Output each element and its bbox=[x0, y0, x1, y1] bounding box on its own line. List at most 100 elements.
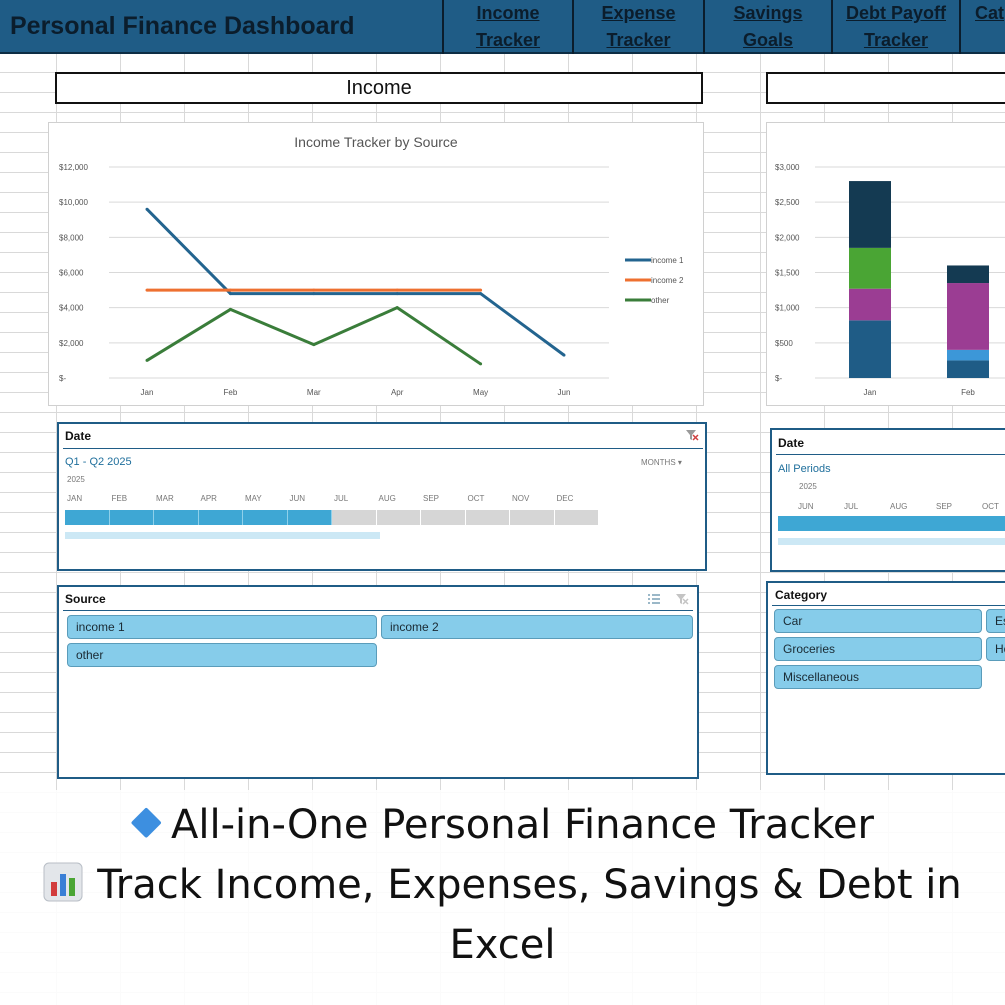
y-tick-label: $2,500 bbox=[775, 198, 800, 207]
time-level-dropdown[interactable]: MONTHS ▾ bbox=[641, 458, 682, 467]
month-segment[interactable] bbox=[287, 510, 332, 525]
x-tick-label: Jun bbox=[558, 388, 571, 397]
nav-expense-tracker[interactable]: Expense Tracker bbox=[572, 0, 703, 54]
timeline-bar[interactable] bbox=[65, 510, 599, 525]
timeline-scrollbar[interactable] bbox=[65, 532, 380, 539]
y-tick-label: $10,000 bbox=[59, 198, 88, 207]
promo-line-2: Track Income, Expenses, Savings & Debt i… bbox=[0, 862, 1005, 908]
slicer-header: Source bbox=[65, 592, 106, 606]
month-label: MAY bbox=[245, 494, 262, 503]
data-point[interactable] bbox=[145, 358, 149, 362]
data-point[interactable] bbox=[479, 292, 483, 296]
month-label: JAN bbox=[67, 494, 83, 503]
month-label: MAR bbox=[156, 494, 174, 503]
data-point[interactable] bbox=[228, 292, 232, 296]
data-point[interactable] bbox=[228, 288, 232, 292]
month-segment[interactable] bbox=[465, 510, 510, 525]
nav-debt-payoff-tracker[interactable]: Debt Payoff Tracker bbox=[831, 0, 959, 54]
promo-line-3: Excel bbox=[449, 922, 556, 968]
source-chip-income-1[interactable]: income 1 bbox=[67, 615, 377, 639]
timeline-scrollbar[interactable] bbox=[778, 538, 1005, 545]
slicer-divider bbox=[63, 448, 703, 449]
nav-savings-goals[interactable]: Savings Goals bbox=[703, 0, 831, 54]
slicer-divider bbox=[772, 605, 1005, 606]
category-chip-groceries[interactable]: Groceries bbox=[774, 637, 982, 661]
data-point[interactable] bbox=[312, 288, 316, 292]
month-label: OCT bbox=[467, 494, 485, 503]
month-label: AUG bbox=[378, 494, 396, 503]
source-chip-income-2[interactable]: income 2 bbox=[381, 615, 693, 639]
data-point[interactable] bbox=[395, 292, 399, 296]
x-tick-label: Feb bbox=[961, 388, 975, 397]
month-segment[interactable] bbox=[421, 510, 466, 525]
year-label: 2025 bbox=[67, 475, 85, 484]
category-chip-es[interactable]: Es bbox=[986, 609, 1005, 633]
x-tick-label: Feb bbox=[224, 388, 238, 397]
data-point[interactable] bbox=[228, 307, 232, 311]
month-segment[interactable] bbox=[109, 510, 154, 525]
month-label: OCT bbox=[982, 502, 999, 511]
month-segment[interactable] bbox=[510, 510, 555, 525]
month-label: APR bbox=[200, 494, 217, 503]
y-tick-label: $2,000 bbox=[775, 233, 800, 242]
bar-segment[interactable] bbox=[947, 360, 989, 378]
bar-segment[interactable] bbox=[947, 265, 989, 284]
y-tick-label: $4,000 bbox=[59, 304, 84, 313]
data-point[interactable] bbox=[312, 343, 316, 347]
expense-date-slicer[interactable]: Date All Periods 2025 JUN JUL AUG SEP OCT bbox=[770, 428, 1005, 572]
bar-segment[interactable] bbox=[849, 288, 891, 321]
month-segment[interactable] bbox=[554, 510, 599, 525]
y-tick-label: $- bbox=[59, 374, 66, 383]
source-slicer[interactable]: Source income 1 income 2 other bbox=[57, 585, 699, 779]
data-point[interactable] bbox=[395, 306, 399, 310]
month-segment[interactable] bbox=[332, 510, 377, 525]
y-tick-label: $8,000 bbox=[59, 233, 84, 242]
y-tick-label: $- bbox=[775, 374, 782, 383]
month-segment[interactable] bbox=[198, 510, 243, 525]
slicer-header: Date bbox=[778, 436, 805, 450]
time-level-label: MONTHS bbox=[641, 458, 676, 467]
category-slicer[interactable]: Category Car Es Groceries Ho Miscellaneo… bbox=[766, 581, 1005, 775]
data-point[interactable] bbox=[312, 292, 316, 296]
bar-segment[interactable] bbox=[849, 320, 891, 378]
month-label: JUL bbox=[844, 502, 859, 511]
data-point[interactable] bbox=[479, 288, 483, 292]
clear-filter-icon[interactable] bbox=[675, 593, 689, 605]
category-chip-ho[interactable]: Ho bbox=[986, 637, 1005, 661]
bar-segment[interactable] bbox=[849, 181, 891, 248]
data-point[interactable] bbox=[395, 288, 399, 292]
multi-select-icon[interactable] bbox=[647, 593, 661, 605]
bar-segment[interactable] bbox=[947, 283, 989, 350]
category-chip-miscellaneous[interactable]: Miscellaneous bbox=[774, 665, 982, 689]
x-tick-label: Jan bbox=[141, 388, 154, 397]
bar-segment[interactable] bbox=[849, 247, 891, 289]
timeline-bar[interactable] bbox=[778, 516, 1005, 531]
category-chip-car[interactable]: Car bbox=[774, 609, 982, 633]
data-point[interactable] bbox=[145, 288, 149, 292]
bar-segment[interactable] bbox=[947, 349, 989, 361]
month-segment[interactable] bbox=[154, 510, 199, 525]
expense-chart-panel[interactable]: $3,000 $2,500 $2,000 $1,500 $1,000 $500 $- Jan F… bbox=[766, 122, 1005, 406]
y-tick-label: $1,000 bbox=[775, 304, 800, 313]
month-segment[interactable] bbox=[65, 510, 110, 525]
chart-title: Income Tracker by Source bbox=[294, 134, 458, 150]
income-chart-panel[interactable]: Income Tracker by Source $12,000 $10,000 $8… bbox=[48, 122, 704, 406]
data-point[interactable] bbox=[562, 353, 566, 357]
x-tick-label: May bbox=[473, 388, 488, 397]
month-label: JUN bbox=[289, 494, 306, 503]
promo-headline: All-in-One Personal Finance Tracker bbox=[171, 802, 874, 848]
nav-categories[interactable]: Cat bbox=[959, 0, 1005, 54]
clear-filter-icon[interactable] bbox=[685, 429, 699, 441]
nav-income-tracker[interactable]: Income Tracker bbox=[442, 0, 572, 54]
month-segment[interactable] bbox=[376, 510, 421, 525]
promo-banner: All-in-One Personal Finance Tracker Trac… bbox=[0, 790, 1005, 1005]
source-chip-other[interactable]: other bbox=[67, 643, 377, 667]
series-line-other[interactable] bbox=[146, 306, 482, 366]
data-point[interactable] bbox=[479, 362, 483, 366]
data-point[interactable] bbox=[145, 207, 149, 211]
month-label: AUG bbox=[890, 502, 908, 511]
month-segment[interactable] bbox=[243, 510, 288, 525]
series-line-income-1[interactable] bbox=[145, 208, 565, 357]
income-date-slicer[interactable]: Date Q1 - Q2 2025 MONTHS ▾ 2025 JAN FEB MA… bbox=[57, 422, 707, 571]
income-section-title: Income bbox=[55, 72, 703, 104]
